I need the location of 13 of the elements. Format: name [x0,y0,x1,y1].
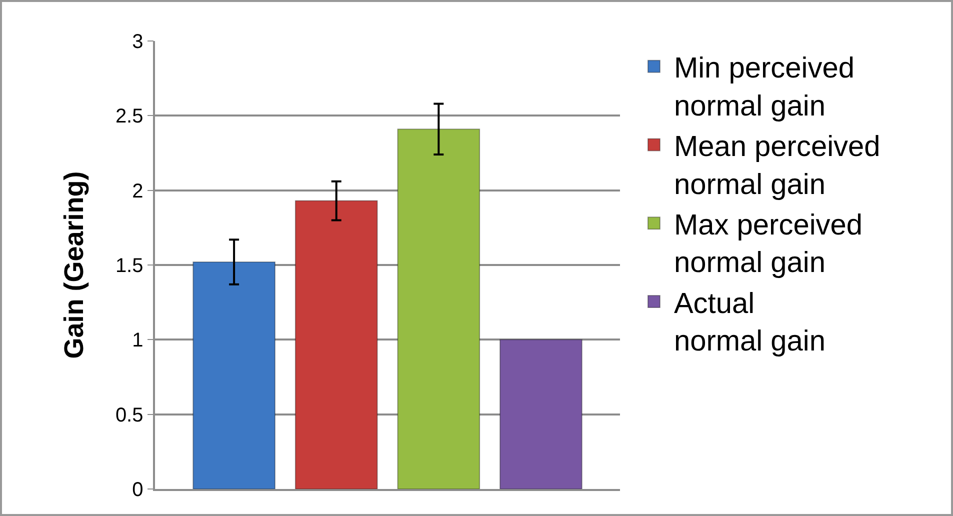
y-tick-label: 1 [132,330,144,352]
y-tick-label: 0.5 [115,404,144,426]
legend-label: Max perceived normal gain [674,209,863,280]
legend-label: Actual normal gain [674,288,826,358]
y-tick-label: 2 [132,180,144,202]
y-tick-label: 2.5 [115,106,144,128]
legend-label: Mean perceived normal gain [674,131,880,201]
y-tick-label: 0 [132,479,144,501]
y-tick-label: 3 [132,31,144,53]
y-axis-title: Gain (Gearing) [58,171,89,359]
y-tick-label: 1.5 [115,255,144,277]
bar [500,339,582,489]
legend-label: Min perceived normal gain [674,52,854,122]
